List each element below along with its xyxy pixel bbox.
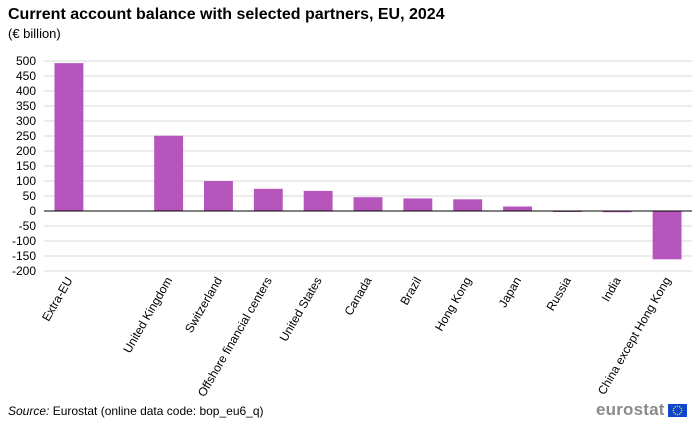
y-tick-label: 450 bbox=[16, 69, 36, 83]
source-note: Source: Eurostat (online data code: bop_… bbox=[8, 404, 264, 418]
y-tick-label: 500 bbox=[16, 54, 36, 68]
x-tick-label: India bbox=[599, 274, 624, 304]
flag-star bbox=[680, 409, 683, 411]
flag-star bbox=[672, 411, 675, 413]
x-tick-label: United States bbox=[277, 275, 325, 344]
y-tick-label: -50 bbox=[19, 219, 37, 233]
y-tick-label: 200 bbox=[16, 144, 36, 158]
y-tick-label: -150 bbox=[12, 249, 36, 263]
source-label: Source: bbox=[8, 404, 50, 418]
bar bbox=[303, 190, 333, 211]
x-tick-label: Brazil bbox=[397, 275, 424, 308]
y-tick-label: 400 bbox=[16, 84, 36, 98]
y-tick-label: 50 bbox=[23, 189, 37, 203]
bar bbox=[453, 199, 483, 211]
bar bbox=[403, 198, 433, 211]
bar bbox=[602, 211, 632, 213]
eurostat-logo: eurostat bbox=[596, 400, 687, 420]
bar bbox=[652, 211, 682, 260]
flag-star bbox=[672, 409, 674, 411]
flag-star bbox=[676, 405, 678, 407]
eurostat-logo-text: eurostat bbox=[596, 400, 665, 419]
chart-unit-subtitle: (€ billion) bbox=[8, 26, 61, 41]
x-tick-label: Russia bbox=[544, 274, 575, 313]
x-tick-label: Switzerland bbox=[182, 275, 225, 336]
y-tick-label: -100 bbox=[12, 234, 36, 248]
chart-title: Current account balance with selected pa… bbox=[8, 6, 445, 23]
y-tick-label: 0 bbox=[29, 204, 36, 218]
flag-star bbox=[674, 412, 676, 415]
y-tick-label: -200 bbox=[12, 264, 36, 278]
x-tick-label: Canada bbox=[341, 274, 374, 318]
y-tick-label: 350 bbox=[16, 99, 36, 113]
flag-star bbox=[678, 405, 680, 408]
bar bbox=[54, 63, 84, 211]
eu-flag-icon bbox=[667, 403, 687, 417]
x-tick-label: Hong Kong bbox=[432, 275, 474, 334]
flag-star bbox=[680, 407, 682, 409]
source-text: Eurostat (online data code: bop_eu6_q) bbox=[49, 404, 264, 418]
bar bbox=[253, 188, 283, 211]
flag-star bbox=[678, 412, 680, 415]
x-tick-label: United Kingdom bbox=[120, 275, 175, 356]
bar bbox=[503, 206, 532, 211]
y-tick-label: 100 bbox=[16, 174, 36, 188]
flag-star bbox=[680, 411, 682, 413]
y-tick-label: 150 bbox=[16, 159, 36, 173]
flag-star bbox=[676, 413, 678, 415]
bar-chart: -200-150-100-500501001502002503003504004… bbox=[12, 54, 692, 399]
bar bbox=[154, 135, 184, 211]
bar bbox=[353, 197, 383, 211]
y-tick-label: 300 bbox=[16, 114, 36, 128]
x-tick-label: Extra-EU bbox=[39, 275, 75, 324]
flag-star bbox=[674, 405, 676, 408]
bar bbox=[204, 181, 233, 211]
x-tick-label: Japan bbox=[496, 275, 524, 310]
y-tick-label: 250 bbox=[16, 129, 36, 143]
flag-star bbox=[672, 407, 675, 409]
